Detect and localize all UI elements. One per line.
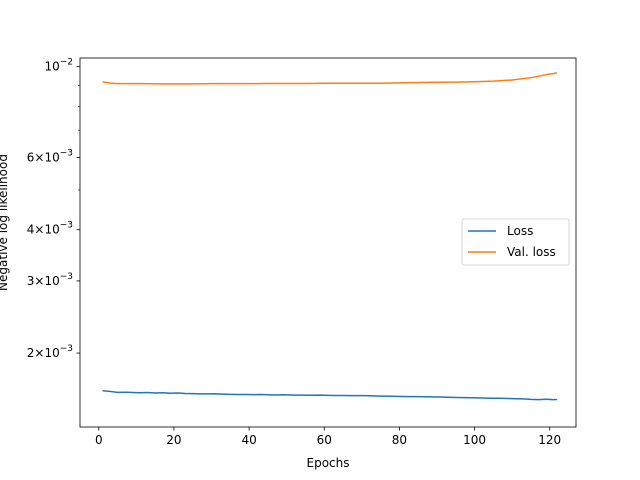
legend-label: Val. loss xyxy=(507,245,556,259)
y-tick-label: 3×10−3 xyxy=(27,272,73,288)
legend: Loss Val. loss xyxy=(461,218,570,266)
x-tick-label: 20 xyxy=(166,433,181,447)
x-tick-label: 100 xyxy=(463,433,486,447)
y-tick-label: 4×10−3 xyxy=(27,221,73,237)
y-tick-label: 10−2 xyxy=(44,58,73,74)
x-tick-label: 40 xyxy=(241,433,256,447)
series-layer xyxy=(102,72,558,401)
y-tick-label: 2×10−3 xyxy=(27,344,73,360)
x-axis-label: Epochs xyxy=(307,456,350,470)
axes-layer: 0 20 40 60 80 100 120 10−2 6×10−3 4×10−3 3×10−3 2×1… xyxy=(27,57,577,447)
series-line-val-loss xyxy=(102,72,558,85)
series-line-loss xyxy=(102,390,558,401)
x-tick-label: 80 xyxy=(392,433,407,447)
x-tick-label: 60 xyxy=(317,433,332,447)
x-tick-label: 120 xyxy=(538,433,561,447)
x-tick-label: 0 xyxy=(95,433,103,447)
y-axis-label: Negative log likelihood xyxy=(0,154,10,291)
legend-label: Loss xyxy=(507,224,533,238)
y-tick-label: 6×10−3 xyxy=(27,149,73,165)
axes-frame xyxy=(79,57,577,428)
